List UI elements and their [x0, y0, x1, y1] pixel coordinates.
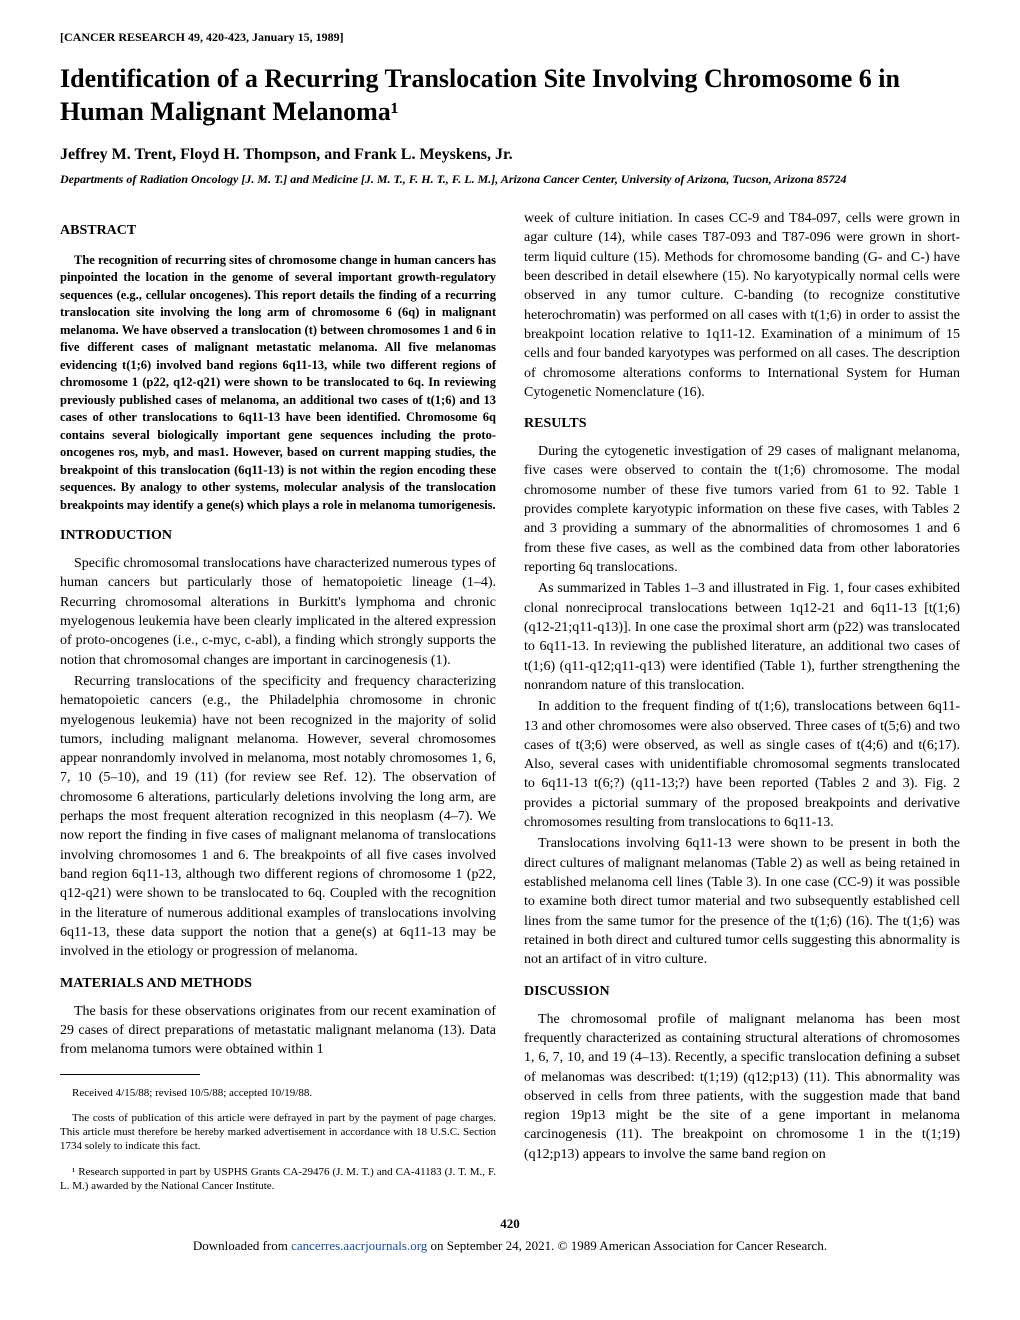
results-para-1: During the cytogenetic investigation of …: [524, 442, 960, 577]
materials-heading: MATERIALS AND METHODS: [60, 976, 496, 992]
download-link[interactable]: cancerres.aacrjournals.org: [291, 1238, 427, 1253]
article-title: Identification of a Recurring Translocat…: [60, 63, 960, 128]
results-para-2: As summarized in Tables 1–3 and illustra…: [524, 579, 960, 695]
abstract-heading: ABSTRACT: [60, 223, 496, 239]
download-prefix: Downloaded from: [193, 1238, 291, 1253]
results-heading: RESULTS: [524, 416, 960, 432]
footnote-received: Received 4/15/88; revised 10/5/88; accep…: [60, 1086, 496, 1100]
download-suffix: on September 24, 2021. © 1989 American A…: [427, 1238, 827, 1253]
two-column-layout: ABSTRACT The recognition of recurring si…: [60, 209, 960, 1204]
materials-para-1: The basis for these observations origina…: [60, 1002, 496, 1060]
results-para-4: Translocations involving 6q11-13 were sh…: [524, 834, 960, 969]
discussion-para-1: The chromosomal profile of malignant mel…: [524, 1010, 960, 1165]
discussion-heading: DISCUSSION: [524, 984, 960, 1000]
results-para-3: In addition to the frequent finding of t…: [524, 697, 960, 832]
page-container: [CANCER RESEARCH 49, 420-423, January 15…: [0, 0, 1020, 1274]
right-column: week of culture initiation. In cases CC-…: [524, 209, 960, 1204]
download-note: Downloaded from cancerres.aacrjournals.o…: [60, 1238, 960, 1254]
affiliation-line: Departments of Radiation Oncology [J. M.…: [60, 172, 960, 187]
intro-para-2: Recurring translocations of the specific…: [60, 672, 496, 962]
page-number: 420: [60, 1216, 960, 1232]
introduction-heading: INTRODUCTION: [60, 528, 496, 544]
footnote-grants: ¹ Research supported in part by USPHS Gr…: [60, 1165, 496, 1194]
footnote-separator: [60, 1074, 200, 1075]
materials-para-1-cont: week of culture initiation. In cases CC-…: [524, 209, 960, 402]
left-column: ABSTRACT The recognition of recurring si…: [60, 209, 496, 1204]
intro-para-1: Specific chromosomal translocations have…: [60, 554, 496, 670]
journal-header: [CANCER RESEARCH 49, 420-423, January 15…: [60, 30, 960, 45]
abstract-text: The recognition of recurring sites of ch…: [60, 252, 496, 515]
footnote-costs: The costs of publication of this article…: [60, 1111, 496, 1154]
authors-line: Jeffrey M. Trent, Floyd H. Thompson, and…: [60, 146, 960, 164]
